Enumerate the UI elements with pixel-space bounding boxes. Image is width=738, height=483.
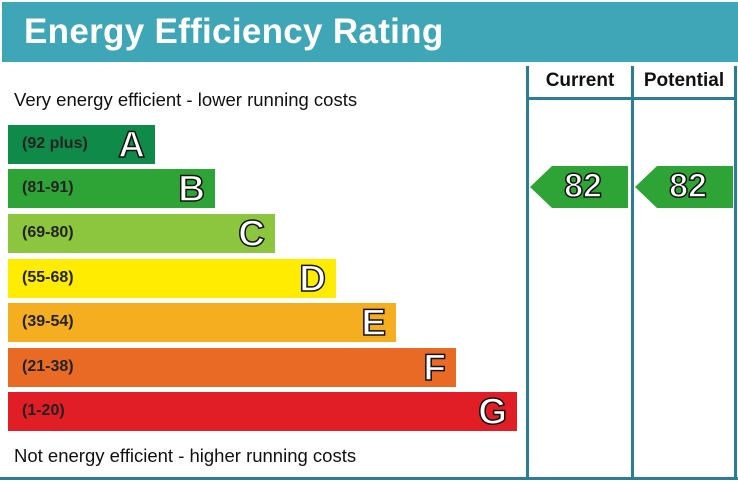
potential-rating-arrow: 82 xyxy=(635,166,733,208)
band-range: (21-38) xyxy=(22,358,74,375)
column-header-current: Current xyxy=(545,70,615,91)
band-letter: G xyxy=(477,390,507,433)
potential-arrow-shape xyxy=(635,166,733,208)
potential-rating-value: 82 xyxy=(668,166,707,206)
top-note: Very energy efficient - lower running co… xyxy=(14,89,358,110)
band-bar-e: (39-54) E xyxy=(8,301,396,344)
band-bar-b: (81-91) B xyxy=(8,167,215,210)
column-header-divider xyxy=(526,97,737,100)
header-banner: Energy Efficiency Rating xyxy=(2,2,738,62)
band-letter: A xyxy=(118,123,146,166)
band-bar-a: (92 plus) A xyxy=(8,123,155,166)
band-range: (55-68) xyxy=(22,269,74,286)
bottom-note: Not energy efficient - higher running co… xyxy=(14,445,357,466)
divider-current-left xyxy=(526,66,529,480)
band-letter: D xyxy=(299,257,327,300)
divider-right xyxy=(734,66,737,480)
divider-potential-left xyxy=(631,66,634,480)
band-range: (92 plus) xyxy=(22,135,88,152)
band-letter: F xyxy=(423,346,447,389)
band-range: (39-54) xyxy=(22,313,74,330)
band-bar-c: (69-80) C xyxy=(8,212,275,255)
band-letter: C xyxy=(238,212,266,255)
band-range: (69-80) xyxy=(22,224,74,241)
band-range: (81-91) xyxy=(22,179,74,196)
band-bar-f: (21-38) F xyxy=(8,346,456,389)
current-arrow-shape xyxy=(530,166,628,208)
chart-title: Energy Efficiency Rating xyxy=(24,12,444,51)
band-bar-d: (55-68) D xyxy=(8,257,336,300)
band-range: (1-20) xyxy=(22,402,65,419)
current-rating-arrow: 82 xyxy=(530,166,628,208)
band-letter: E xyxy=(361,301,387,344)
band-letter: B xyxy=(178,167,206,210)
bottom-border xyxy=(0,477,738,480)
column-header-potential: Potential xyxy=(643,70,725,91)
band-bar-g: (1-20) G xyxy=(8,390,517,433)
current-rating-value: 82 xyxy=(563,166,602,206)
